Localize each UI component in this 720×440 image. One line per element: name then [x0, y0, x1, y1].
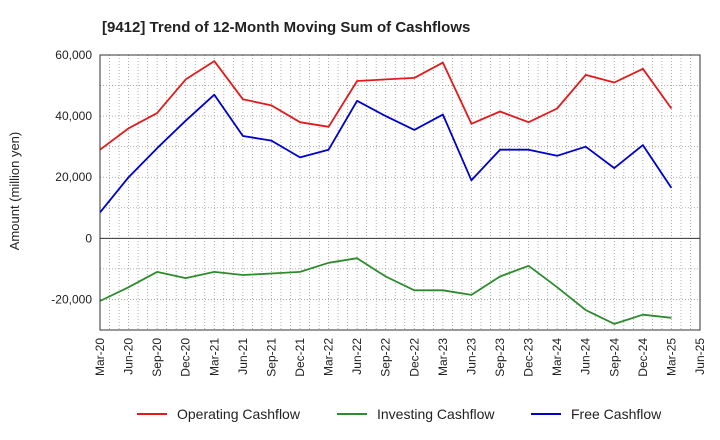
x-tick-label: Mar-22: [322, 338, 336, 376]
x-tick-label: Sep-21: [264, 338, 278, 377]
legend-item-operating-cashflow: Operating Cashflow: [137, 406, 301, 422]
x-tick-label: Sep-24: [607, 338, 621, 377]
x-tick-label: Jun-25: [693, 338, 707, 375]
x-tick-label: Dec-21: [293, 338, 307, 377]
x-tick-label: Jun-24: [579, 338, 593, 375]
y-tick-label: 0: [85, 231, 92, 245]
legend-label: Operating Cashflow: [177, 406, 301, 422]
x-tick-label: Jun-23: [464, 338, 478, 375]
x-tick-label: Dec-24: [636, 338, 650, 377]
x-tick-label: Mar-20: [93, 338, 107, 376]
series-line-investing-cashflow: [99, 257, 672, 325]
grid-layer: [100, 54, 700, 331]
y-tick-labels: 60,000 40,000 20,000 0 -20,000: [51, 48, 92, 306]
legend-item-investing-cashflow: Investing Cashflow: [337, 406, 495, 422]
x-tick-label: Dec-23: [522, 338, 536, 377]
legend-item-free-cashflow: Free Cashflow: [531, 406, 662, 422]
x-tick-label: Jun-22: [350, 338, 364, 375]
legend-label: Investing Cashflow: [377, 406, 495, 422]
series-line-free-cashflow: [99, 93, 673, 213]
y-tick-label: -20,000: [51, 292, 92, 306]
x-tick-label: Mar-21: [207, 338, 221, 376]
x-tick-label: Sep-23: [493, 338, 507, 377]
chart-title: [9412] Trend of 12-Month Moving Sum of C…: [102, 19, 470, 36]
x-tick-label: Dec-20: [179, 338, 193, 377]
series-line-operating-cashflow: [99, 60, 673, 151]
series-layer: [99, 60, 673, 325]
y-tick-label: 60,000: [55, 48, 92, 62]
x-tick-label: Jun-21: [236, 338, 250, 375]
x-tick-label: Mar-25: [664, 338, 678, 376]
legend: Operating Cashflow Investing Cashflow Free…: [137, 406, 662, 422]
legend-label: Free Cashflow: [571, 406, 662, 422]
x-tick-label: Mar-24: [550, 338, 564, 376]
y-tick-label: 20,000: [55, 170, 92, 184]
y-axis-label: Amount (million yen): [7, 132, 22, 251]
x-tick-label: Dec-22: [407, 338, 421, 377]
x-tick-label: Jun-20: [122, 338, 136, 375]
x-tick-labels: Mar-20 Jun-20 Sep-20 Dec-20 Mar-21 Jun-21 Sep-…: [93, 338, 707, 377]
y-tick-label: 40,000: [55, 109, 92, 123]
x-tick-label: Sep-22: [379, 338, 393, 377]
plot-frame: [99, 54, 701, 331]
x-tick-label: Mar-23: [436, 338, 450, 376]
x-tick-label: Sep-20: [150, 338, 164, 377]
